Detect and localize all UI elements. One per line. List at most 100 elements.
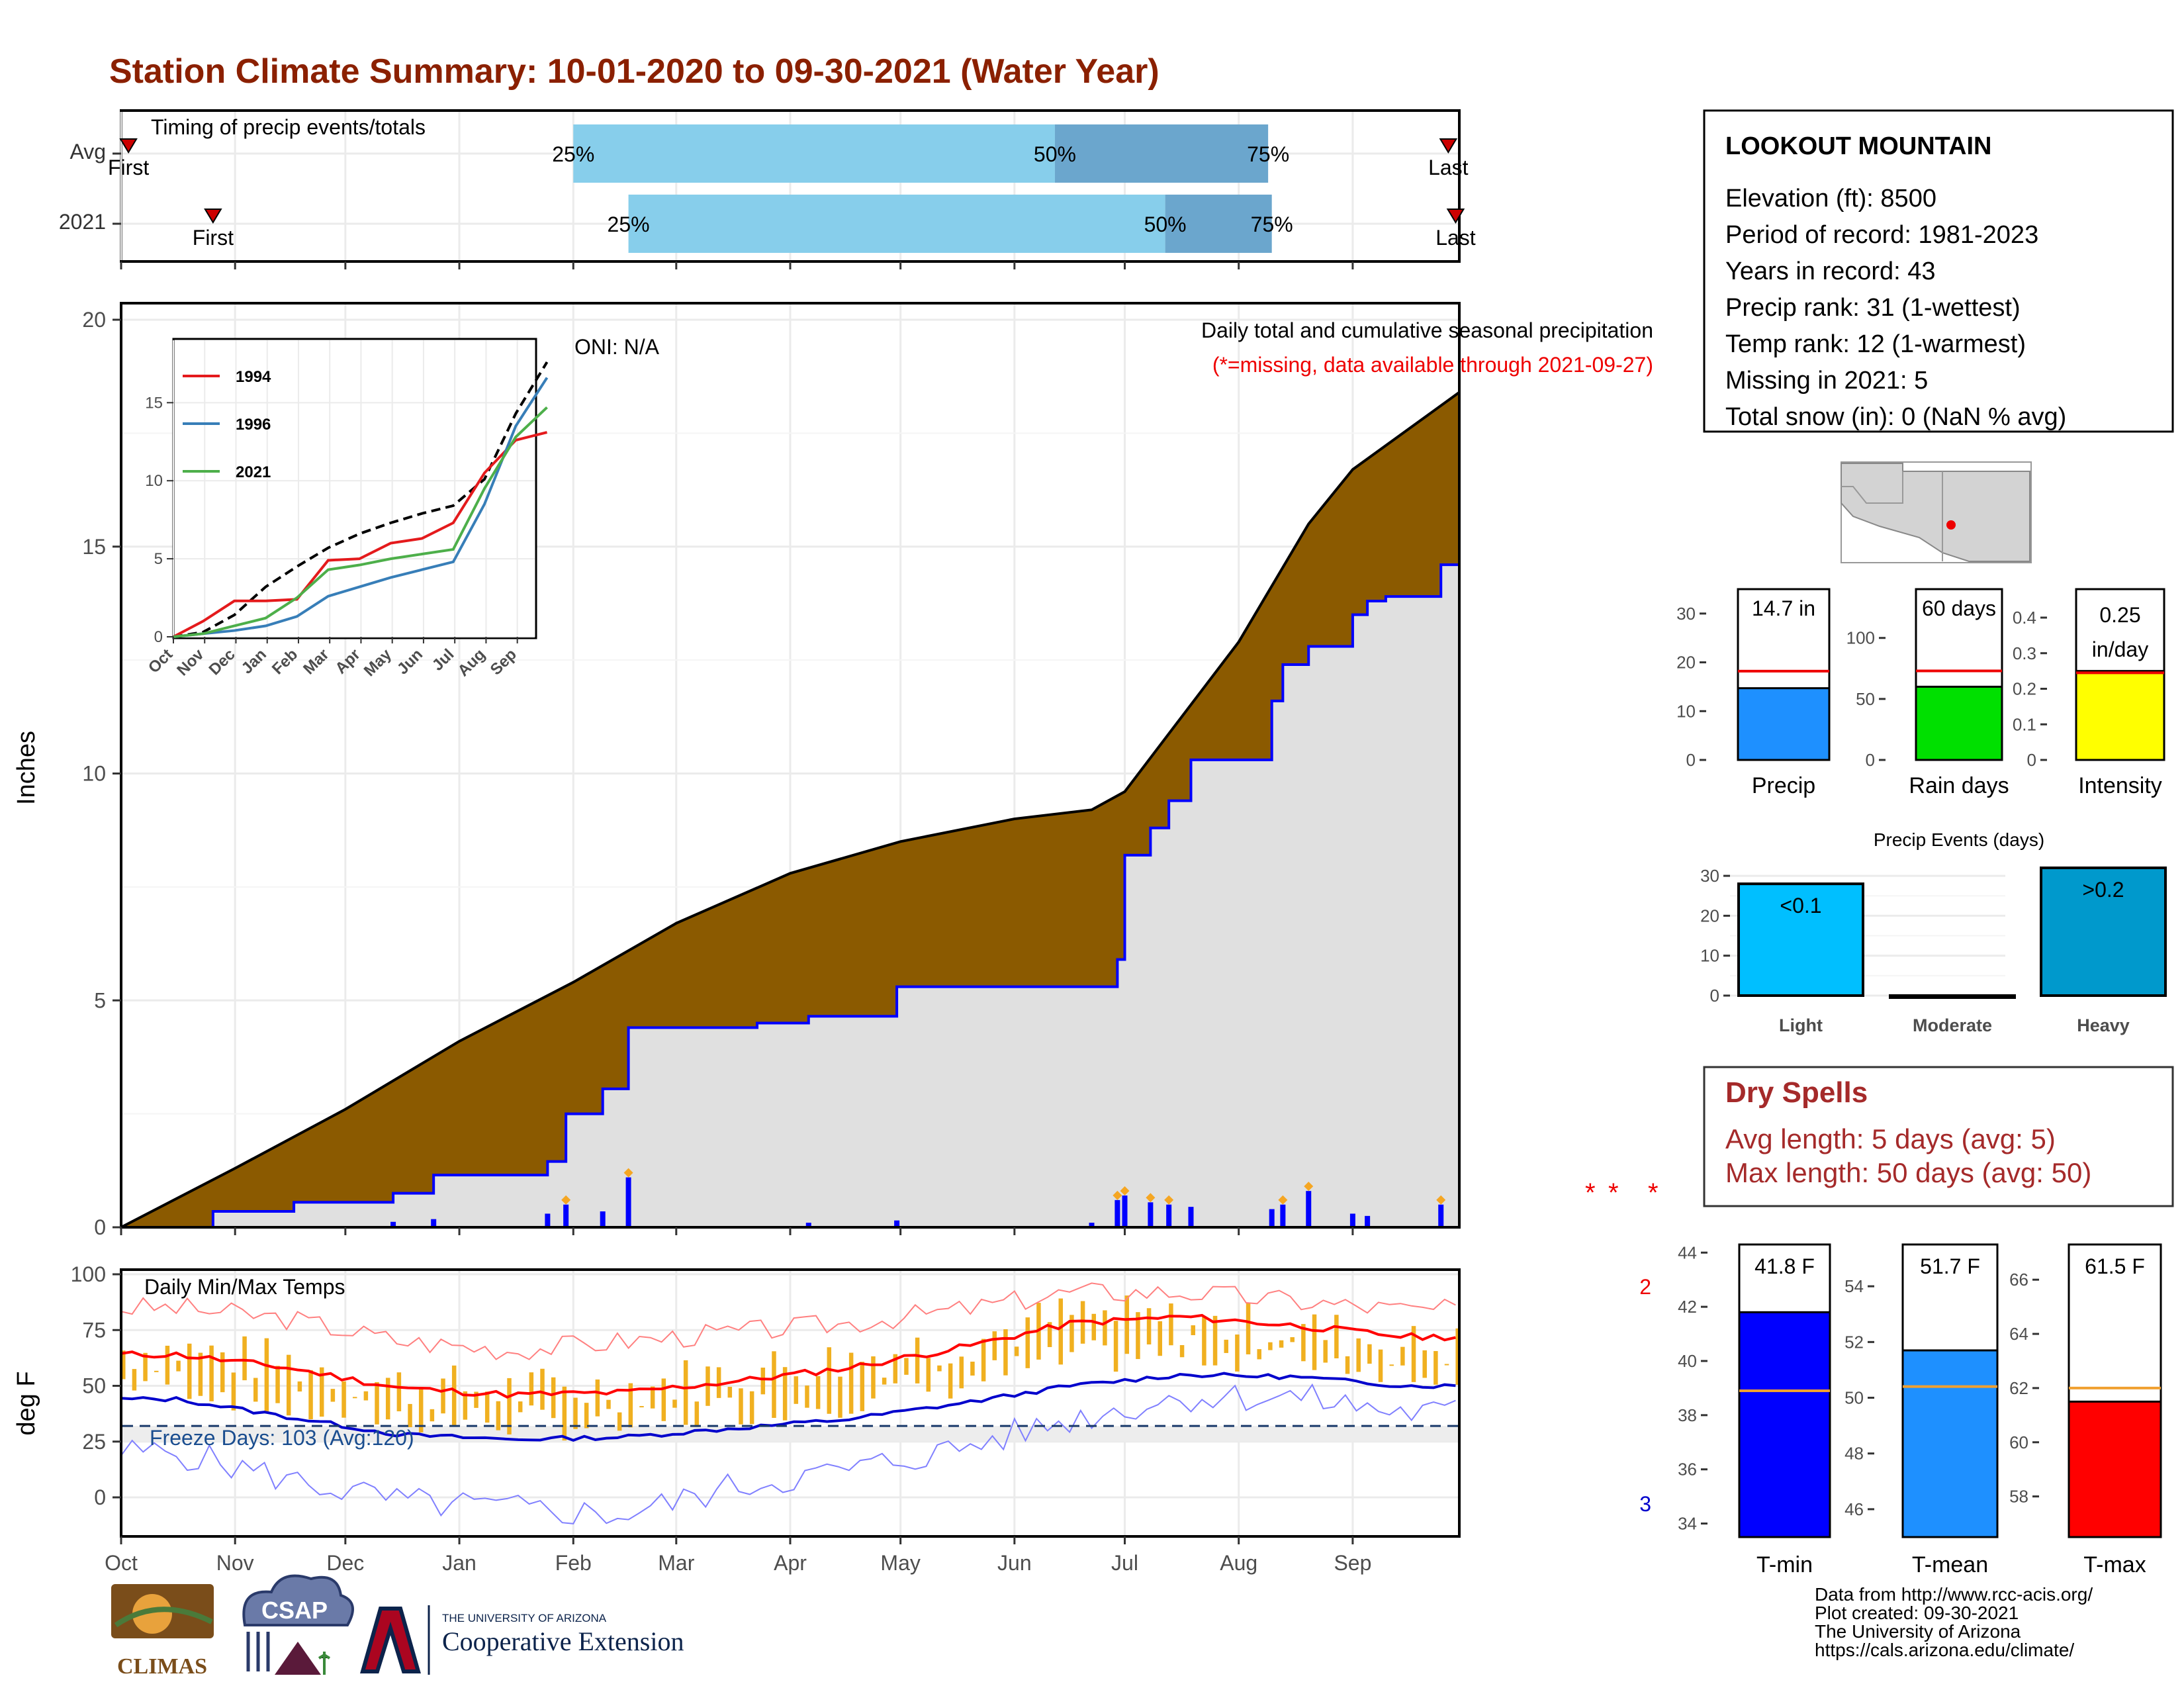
y-tick-label: 30 — [1676, 604, 1696, 624]
extreme-precip-marker — [1436, 1195, 1446, 1205]
daily-temp-bar — [352, 1397, 357, 1399]
last-event-marker — [1439, 138, 1458, 154]
daily-temp-bar — [915, 1337, 920, 1383]
missing-note: (*=missing, data available through 2021-… — [1212, 353, 1653, 377]
climas-logo: CLIMAS — [111, 1584, 214, 1679]
daily-temp-bar — [959, 1356, 964, 1389]
ua-small-text: THE UNIVERSITY OF ARIZONA — [442, 1612, 607, 1624]
missing-marker: * — [1585, 1178, 1596, 1207]
y-tick-label: 10 — [1700, 946, 1719, 966]
y-tick-label: 50 — [1844, 1388, 1864, 1408]
daily-temp-bar — [562, 1386, 567, 1441]
temp-panel: 0 25 50 75 100 deg F Daily Min/Max Temps Fre… — [13, 1262, 1651, 1538]
pct-label: 75% — [1247, 142, 1289, 166]
daily-temp-bar — [1422, 1350, 1427, 1378]
y-tick-label: 25 — [82, 1430, 106, 1454]
daily-precip-bar — [600, 1211, 606, 1227]
bar-caption: Rain days — [1909, 773, 2009, 798]
freeze-days-label: Freeze Days: 103 (Avg:120) — [150, 1426, 414, 1450]
footer-line: https://cals.arizona.edu/climate/ — [1815, 1640, 2074, 1660]
pct-label: 50% — [1144, 212, 1187, 236]
station-line: Missing in 2021: 5 — [1725, 367, 1928, 395]
y-tick-label: 48 — [1844, 1444, 1864, 1464]
y-tick-label: 10 — [1676, 701, 1696, 721]
daily-temp-bar — [297, 1381, 302, 1392]
daily-temp-bar — [1191, 1325, 1195, 1335]
y-tick-label: 54 — [1844, 1276, 1864, 1296]
summary-bar — [2075, 670, 2165, 761]
y-tick-label: 75 — [82, 1318, 106, 1342]
daily-temp-bar — [1158, 1321, 1162, 1356]
timing-bar-q1 — [628, 195, 1165, 253]
daily-temp-bar — [1169, 1303, 1173, 1346]
daily-temp-bar — [926, 1358, 931, 1392]
dry-spells-title: Dry Spells — [1725, 1076, 1868, 1109]
y-tick-label: 50 — [1856, 689, 1875, 709]
daily-temp-bar — [430, 1409, 435, 1422]
y-tick-label: 40 — [1678, 1351, 1697, 1371]
climas-logo-sun — [132, 1594, 172, 1634]
y-tick-label: 38 — [1678, 1405, 1697, 1425]
bar-caption: Precip — [1752, 773, 1815, 798]
daily-temp-bar — [1290, 1337, 1295, 1342]
daily-temp-bar — [1367, 1344, 1372, 1364]
daily-temp-bar — [418, 1389, 424, 1432]
daily-temp-bar — [617, 1412, 622, 1431]
daily-temp-bar — [484, 1391, 490, 1423]
pct-label: 50% — [1034, 142, 1076, 166]
daily-temp-bar — [209, 1345, 214, 1401]
daily-temp-bar — [727, 1387, 733, 1398]
daily-temp-bar — [121, 1350, 126, 1380]
month-tick-label: Nov — [216, 1551, 254, 1575]
y-tick-label: 58 — [2009, 1487, 2028, 1507]
event-bar — [2040, 867, 2167, 997]
daily-temp-bar — [264, 1338, 269, 1414]
bar-caption: Intensity — [2078, 773, 2162, 798]
daily-temp-bar — [1356, 1338, 1361, 1372]
inset-y-tick-label: 5 — [154, 550, 163, 568]
daily-temp-bar — [385, 1378, 390, 1420]
daily-temp-bar — [198, 1352, 203, 1396]
timing-panel: Timing of precip events/totals Avg 2021 … — [59, 109, 1476, 269]
daily-temp-bar — [1312, 1314, 1317, 1370]
map-borders — [1841, 471, 1943, 561]
month-tick-label: Sep — [1334, 1551, 1371, 1575]
daily-temp-bar — [1345, 1356, 1350, 1374]
last-event-label: Last — [1428, 156, 1469, 179]
daily-precip-bar — [1349, 1213, 1355, 1227]
daily-precip-bar — [1306, 1191, 1312, 1227]
csap-cloud-icon — [242, 1574, 354, 1626]
dry-spells-box: Dry Spells Avg length: 5 days (avg: 5) M… — [1703, 1066, 2174, 1207]
daily-precip-bar — [1089, 1223, 1095, 1227]
daily-temp-bar — [1058, 1298, 1064, 1365]
daily-temp-bar — [661, 1378, 666, 1421]
record-min-line — [120, 1383, 1456, 1524]
daily-precip-bar — [1115, 1199, 1120, 1227]
value-label: in/day — [2092, 637, 2148, 661]
inset-series-line — [173, 361, 549, 638]
daily-temp-bar — [1103, 1310, 1107, 1346]
csap-mountain-icon — [275, 1642, 321, 1675]
y-tick-label: 34 — [1678, 1514, 1697, 1534]
y-tick-label: 0 — [94, 1215, 106, 1239]
y-tick-label: 62 — [2009, 1378, 2028, 1398]
daily-temp-bar — [1323, 1340, 1328, 1363]
daily-precip-bar — [1122, 1196, 1128, 1227]
month-tick-label: Apr — [774, 1551, 807, 1575]
events-title: Precip Events (days) — [1874, 829, 2044, 850]
freeze-band — [122, 1426, 1458, 1442]
daily-temp-bar — [694, 1401, 700, 1427]
daily-precip-bar — [625, 1177, 631, 1227]
daily-temp-bar — [275, 1366, 280, 1403]
ua-block-a-icon — [360, 1607, 421, 1673]
daily-temp-bar — [760, 1368, 766, 1395]
station-line: Precip rank: 31 (1-wettest) — [1725, 294, 2021, 322]
daily-temp-bar — [1444, 1364, 1449, 1366]
climas-logo-text: CLIMAS — [117, 1654, 207, 1679]
y-tick-label: 44 — [1678, 1243, 1697, 1262]
record-low-count: 3 — [1639, 1492, 1651, 1516]
daily-temp-bar — [893, 1354, 898, 1383]
daily-temp-bar — [507, 1378, 512, 1434]
daily-precip-bar — [1365, 1215, 1371, 1227]
